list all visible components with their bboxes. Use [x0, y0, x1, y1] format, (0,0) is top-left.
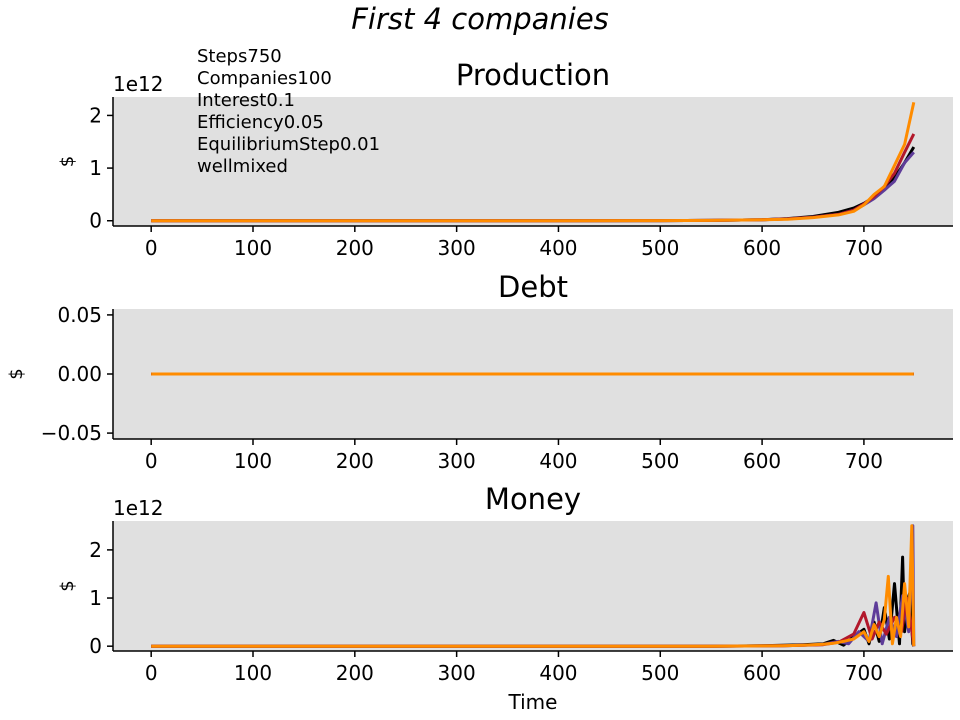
annotation-line-2: Companies100	[197, 68, 332, 89]
x-tick-label: 100	[234, 661, 272, 685]
x-tick-label: 200	[336, 661, 374, 685]
y-tick-label: 1	[89, 586, 102, 610]
plot-area-background	[113, 97, 953, 226]
x-tick-label: 700	[845, 236, 883, 260]
x-tick-label: 400	[539, 449, 577, 473]
annotation-line-4: Efficiency0.05	[197, 112, 324, 133]
x-tick-label: 700	[845, 449, 883, 473]
x-tick-label: 600	[743, 236, 781, 260]
x-tick-label: 600	[743, 449, 781, 473]
y-tick-label: 2	[89, 103, 102, 127]
y-tick-label: 0	[89, 634, 102, 658]
x-tick-label: 100	[234, 449, 272, 473]
series-line-4	[151, 524, 916, 648]
panel-title: Production	[456, 58, 610, 92]
x-tick-label: 700	[845, 661, 883, 685]
y-tick-label: −0.05	[41, 421, 102, 445]
x-tick-label: 400	[539, 661, 577, 685]
panel-title: Debt	[498, 270, 568, 304]
y-tick-label: 1	[89, 156, 102, 180]
y-tick-label: 0.00	[57, 362, 102, 386]
panels: 0 100 200 300 400 500 600 700012Production$1e12…	[6, 58, 953, 714]
x-tick-label: 500	[641, 236, 679, 260]
series-line-4	[151, 101, 916, 223]
annotation-line-1: Steps750	[197, 46, 282, 67]
x-tick-label: 200	[336, 449, 374, 473]
x-tick-label: 200	[336, 236, 374, 260]
y-tick-label: 0.05	[57, 303, 102, 327]
plot-area-background	[113, 521, 953, 651]
y-tick-label: 0	[89, 209, 102, 233]
x-tick-label: 400	[539, 236, 577, 260]
y-axis-offset-text: 1e12	[113, 72, 163, 96]
x-tick-label: 500	[641, 449, 679, 473]
x-tick-label: 0	[145, 661, 158, 685]
x-tick-label: 500	[641, 661, 679, 685]
y-axis-label: $	[57, 580, 78, 591]
panel-2: 0 100 200 300 400 500 600 700 −0.05 0.00 0.05 Debt $	[6, 270, 953, 473]
x-tick-label: 0	[145, 236, 158, 260]
figure-suptitle: First 4 companies	[351, 2, 609, 36]
annotation-line-6: wellmixed	[197, 156, 288, 177]
y-axis-offset-text: 1e12	[113, 496, 163, 520]
x-tick-label: 300	[438, 236, 476, 260]
panel-3: 0 100 200 300 400 500 600 700 0 1 2 Money $1e12 Time	[57, 482, 953, 714]
annotation-line-3: Interest0.1	[197, 90, 295, 111]
panel-title: Money	[485, 482, 581, 516]
annotation-line-5: EquilibriumStep0.01	[197, 134, 380, 155]
x-tick-label: 0	[145, 449, 158, 473]
y-tick-label: 2	[89, 538, 102, 562]
y-axis-label: $	[57, 156, 78, 167]
x-tick-label: 300	[438, 449, 476, 473]
x-tick-label: 600	[743, 661, 781, 685]
x-tick-label: 100	[234, 236, 272, 260]
panel-1: 0 100 200 300 400 500 600 700 0 1 2 Production $1e12	[57, 58, 953, 260]
x-axis-label: Time	[508, 690, 558, 714]
y-axis-label: $	[6, 368, 27, 379]
x-tick-label: 300	[438, 661, 476, 685]
parameter-annotation: Steps750 Companies100 Interest0.1 Effici…	[197, 46, 380, 177]
